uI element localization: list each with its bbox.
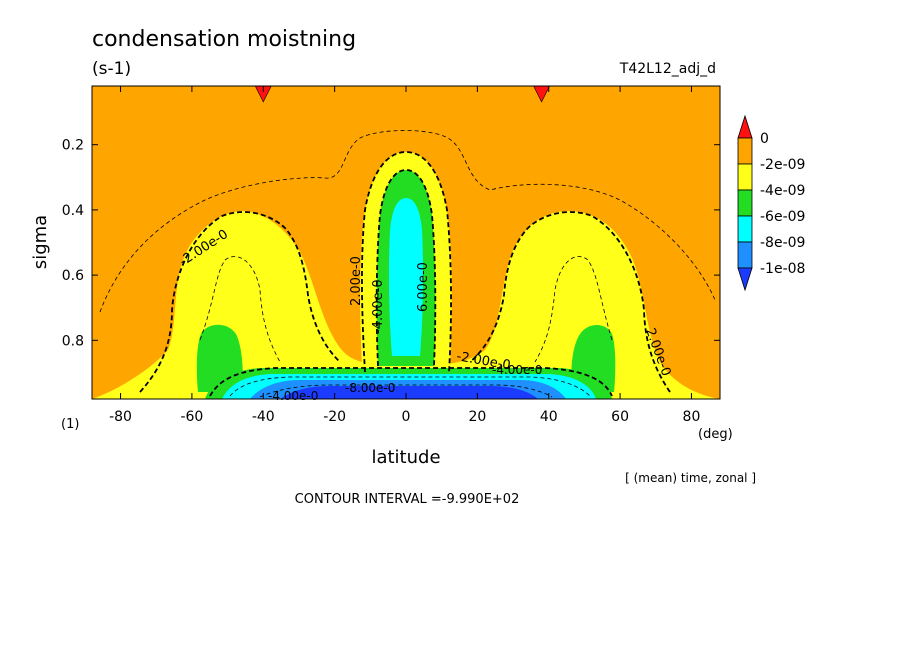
contour-label: 2.00e-0 (349, 256, 364, 306)
colorbar-label: 0 (760, 131, 769, 147)
region-yellow-north (395, 211, 720, 399)
y-tick-label: 0.2 (62, 138, 84, 154)
x-tick-label: 0 (402, 409, 411, 425)
x-tick-label: -60 (180, 409, 203, 425)
contour-label: -8.00e-0 (345, 381, 395, 395)
colorbar-label: -1e-08 (760, 261, 805, 277)
x-tick-label: -80 (109, 409, 132, 425)
contour-label: -4.00e-0 (371, 279, 386, 334)
x-unit: (deg) (698, 427, 733, 442)
averaging-note: [ (mean) time, zonal ] (625, 471, 756, 485)
x-tick-label: 20 (468, 409, 486, 425)
region-yellow-south (92, 210, 420, 399)
x-axis-label: latitude (371, 447, 440, 468)
contour-interval: CONTOUR INTERVAL =-9.990E+02 (295, 492, 520, 507)
colorbar: 0 -2e-09 -4e-09 -6e-09 -8e-09 -1e-08 (737, 114, 805, 292)
x-tick-label: -20 (323, 409, 346, 425)
contour-band-2 (229, 376, 591, 397)
colorbar-label: -6e-09 (760, 209, 805, 225)
contour-yellow-north (469, 211, 671, 393)
chart-title: condensation moistning (92, 27, 356, 52)
y-axis-label: sigma (30, 215, 51, 269)
contour-yellow-center (361, 151, 452, 373)
x-tick-label: 80 (683, 409, 701, 425)
plot-area: -2.00e-0 2.00e-0 -4.00e-0 6.00e-0 -2.00e… (91, 85, 721, 403)
contour-outer (99, 130, 716, 313)
colorbar-bottom-arrow (737, 267, 753, 292)
contour-fills (92, 152, 720, 399)
x-axis: -80 -60 -40 -20 0 20 40 60 80 (109, 86, 700, 425)
region-darkblue-band (280, 386, 538, 399)
colorbar-top-arrow (737, 114, 753, 139)
contour-green-center (375, 169, 437, 367)
colorbar-label: -4e-09 (760, 183, 805, 199)
y-axis: 0.2 0.4 0.6 0.8 (62, 138, 720, 349)
x-tick-label: 60 (611, 409, 629, 425)
contour-label: -4.00e-0 (268, 389, 318, 403)
y-tick-label: 0.8 (62, 333, 84, 349)
y-tick-label: 0.4 (62, 203, 84, 219)
contour-label: -4.00e-0 (492, 363, 542, 377)
contour-inner-south (199, 256, 281, 363)
chart-units: (s-1) (92, 59, 131, 79)
colorbar-label: -2e-09 (760, 157, 805, 173)
contour-band-3 (259, 384, 553, 398)
region-cyan-center (388, 198, 424, 356)
colorbar-segment (737, 163, 753, 191)
run-label: T42L12_adj_d (619, 61, 716, 77)
contour-yellow-south (139, 211, 341, 393)
x-tick-label: -40 (252, 409, 275, 425)
colorbar-segment (737, 241, 753, 269)
y-level-note: (1) (61, 417, 79, 432)
contour-label: 6.00e-0 (416, 262, 431, 312)
contour-band-1 (209, 367, 613, 397)
y-tick-label: 0.6 (62, 268, 84, 284)
colorbar-segment (737, 189, 753, 217)
contour-inner-north (534, 256, 613, 363)
colorbar-segment (737, 137, 753, 165)
contour-lines (99, 130, 716, 398)
colorbar-label: -8e-09 (760, 235, 805, 251)
colorbar-segment (737, 215, 753, 243)
x-tick-label: 40 (540, 409, 558, 425)
